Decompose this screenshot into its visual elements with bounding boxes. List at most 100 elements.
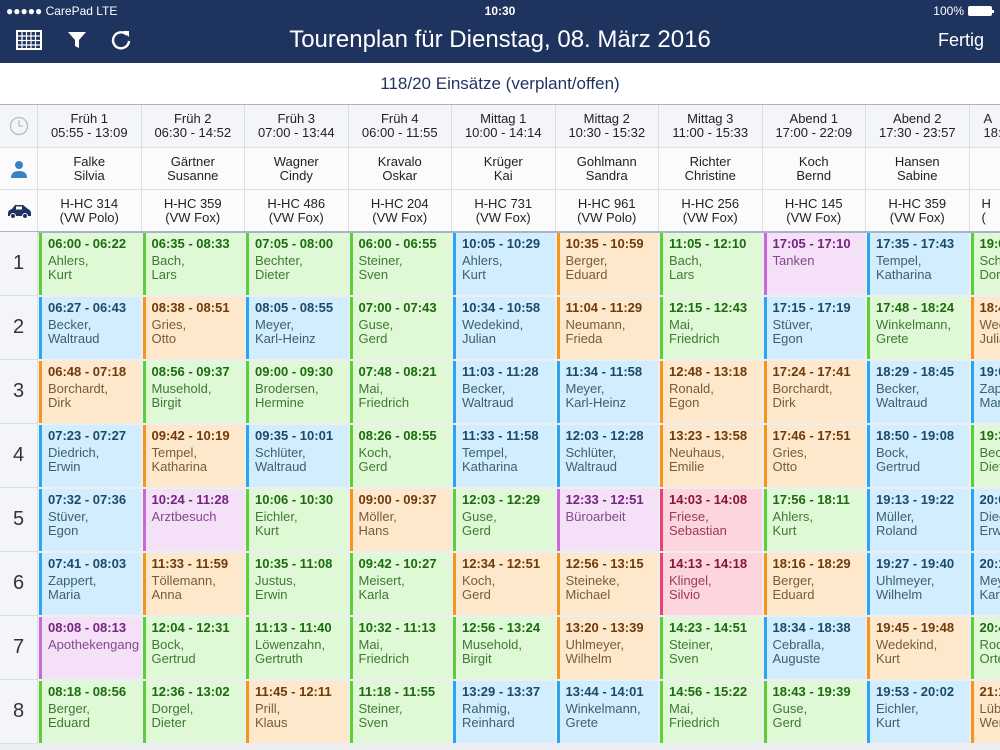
appointment-cell[interactable]: 08:26 - 08:55 Koch, Gerd [349, 425, 451, 487]
appointment-cell[interactable]: 12:36 - 13:02 Dorgel, Dieter [142, 681, 244, 743]
appointment-cell[interactable]: 17:56 - 18:11 Ahlers, Kurt [763, 489, 865, 551]
appointment-cell[interactable]: 06:48 - 07:18 Borchardt, Dirk [39, 361, 141, 423]
driver-cell[interactable]: Kravalo Oskar [348, 148, 452, 190]
appointment-cell[interactable]: 12:48 - 13:18 Ronald, Egon [660, 361, 762, 423]
appointment-cell[interactable]: 19:3 BeckDiete [970, 425, 1000, 487]
appointment-cell[interactable]: 11:18 - 11:55 Steiner, Sven [349, 681, 451, 743]
appointment-cell[interactable]: 12:15 - 12:43 Mai, Friedrich [660, 297, 762, 359]
appointment-cell[interactable]: 18:34 - 18:38 Cebralla, Auguste [763, 617, 865, 679]
vehicle-cell[interactable]: H-HC 486 (VW Fox) [245, 190, 349, 232]
appointment-cell[interactable]: 12:04 - 12:31 Bock, Gertrud [142, 617, 244, 679]
appointment-cell[interactable]: 13:44 - 14:01 Winkelmann, Grete [556, 681, 658, 743]
appointment-cell[interactable]: 10:35 - 10:59 Berger, Eduard [556, 233, 658, 295]
shift-header[interactable]: Früh 4 06:00 - 11:55 [348, 105, 452, 148]
appointment-cell[interactable]: 08:08 - 08:13 Apothekengang [39, 617, 141, 679]
appointment-cell[interactable]: 18:4 WecJulia [970, 297, 1000, 359]
appointment-cell[interactable]: 19:13 - 19:22 Müller, Roland [867, 489, 969, 551]
appointment-cell[interactable]: 12:34 - 12:51 Koch, Gerd [453, 553, 555, 615]
shift-header[interactable]: Früh 1 05:55 - 13:09 [38, 105, 142, 148]
calendar-grid-icon[interactable] [16, 28, 42, 52]
driver-cell[interactable]: Gohlmann Sandra [555, 148, 659, 190]
appointment-cell[interactable]: 06:27 - 06:43 Becker, Waltraud [39, 297, 141, 359]
shift-header[interactable]: Mittag 2 10:30 - 15:32 [555, 105, 659, 148]
appointment-cell[interactable]: 07:05 - 08:00 Bechter, Dieter [246, 233, 348, 295]
vehicle-cell[interactable]: H-HC 359 (VW Fox) [141, 190, 245, 232]
appointment-cell[interactable]: 13:20 - 13:39 Uhlmeyer, Wilhelm [556, 617, 658, 679]
appointment-cell[interactable]: 11:13 - 11:40 Löwenzahn, Gertruth [246, 617, 348, 679]
appointment-cell[interactable]: 14:13 - 14:18 Klingel, Silvio [660, 553, 762, 615]
appointment-cell[interactable]: 17:35 - 17:43 Tempel, Katharina [867, 233, 969, 295]
vehicle-cell[interactable]: H-HC 961 (VW Polo) [555, 190, 659, 232]
appointment-cell[interactable]: 19:45 - 19:48 Wedekind, Kurt [867, 617, 969, 679]
appointment-cell[interactable]: 07:00 - 07:43 Guse, Gerd [349, 297, 451, 359]
filter-icon[interactable] [64, 28, 90, 52]
vehicle-cell[interactable]: H-HC 204 (VW Fox) [348, 190, 452, 232]
appointment-cell[interactable]: 11:03 - 11:28 Becker, Waltraud [453, 361, 555, 423]
appointment-cell[interactable]: 10:32 - 11:13 Mai, Friedrich [349, 617, 451, 679]
appointment-cell[interactable]: 07:41 - 08:03 Zappert, Maria [39, 553, 141, 615]
appointment-cell[interactable]: 11:45 - 12:11 Prill, Klaus [246, 681, 348, 743]
appointment-cell[interactable]: 17:48 - 18:24 Winkelmann, Grete [867, 297, 969, 359]
appointment-cell[interactable]: 11:33 - 11:59 Töllemann, Anna [142, 553, 244, 615]
appointment-cell[interactable]: 17:24 - 17:41 Borchardt, Dirk [763, 361, 865, 423]
appointment-cell[interactable]: 06:35 - 08:33 Bach, Lars [142, 233, 244, 295]
appointment-cell[interactable]: 19:53 - 20:02 Eichler, Kurt [867, 681, 969, 743]
appointment-cell[interactable]: 17:15 - 17:19 Stüver, Egon [763, 297, 865, 359]
appointment-cell[interactable]: 08:18 - 08:56 Berger, Eduard [39, 681, 141, 743]
driver-cell[interactable]: Gärtner Susanne [141, 148, 245, 190]
driver-cell[interactable]: Hansen Sabine [866, 148, 970, 190]
appointment-cell[interactable]: 21:1 LüboWer [970, 681, 1000, 743]
appointment-cell[interactable]: 09:42 - 10:27 Meisert, Karla [349, 553, 451, 615]
appointment-cell[interactable]: 17:05 - 17:10 Tanken [763, 233, 865, 295]
appointment-cell[interactable]: 09:42 - 10:19 Tempel, Katharina [142, 425, 244, 487]
appointment-cell[interactable]: 07:23 - 07:27 Diedrich, Erwin [39, 425, 141, 487]
shift-header[interactable]: Mittag 1 10:00 - 14:14 [452, 105, 556, 148]
appointment-cell[interactable]: 12:56 - 13:15 Steineke, Michael [556, 553, 658, 615]
appointment-cell[interactable]: 09:00 - 09:30 Brodersen, Hermine [246, 361, 348, 423]
appointment-cell[interactable]: 10:34 - 10:58 Wedekind, Julian [453, 297, 555, 359]
appointment-cell[interactable]: 07:48 - 08:21 Mai, Friedrich [349, 361, 451, 423]
driver-cell[interactable] [969, 148, 1000, 190]
appointment-cell[interactable]: 20:1 MeyKarl- [970, 553, 1000, 615]
appointment-cell[interactable]: 19:27 - 19:40 Uhlmeyer, Wilhelm [867, 553, 969, 615]
appointment-cell[interactable]: 09:35 - 10:01 Schlüter, Waltraud [246, 425, 348, 487]
shift-header[interactable]: Abend 1 17:00 - 22:09 [762, 105, 866, 148]
appointment-cell[interactable]: 18:29 - 18:45 Becker, Waltraud [867, 361, 969, 423]
appointment-cell[interactable]: 10:35 - 11:08 Justus, Erwin [246, 553, 348, 615]
done-button[interactable]: Fertig [937, 30, 984, 50]
appointment-cell[interactable]: 18:16 - 18:29 Berger, Eduard [763, 553, 865, 615]
appointment-cell[interactable]: 13:29 - 13:37 Rahmig, Reinhard [453, 681, 555, 743]
driver-cell[interactable]: Koch Bernd [762, 148, 866, 190]
appointment-cell[interactable]: 10:05 - 10:29 Ahlers, Kurt [453, 233, 555, 295]
appointment-cell[interactable]: 12:33 - 12:51 Büroarbeit [556, 489, 658, 551]
appointment-cell[interactable]: 11:34 - 11:58 Meyer, Karl-Heinz [556, 361, 658, 423]
appointment-cell[interactable]: 08:38 - 08:51 Gries, Otto [142, 297, 244, 359]
vehicle-cell[interactable]: H-HC 256 (VW Fox) [659, 190, 763, 232]
appointment-cell[interactable]: 14:56 - 15:22 Mai, Friedrich [660, 681, 762, 743]
appointment-cell[interactable]: 06:00 - 06:55 Steiner, Sven [349, 233, 451, 295]
appointment-cell[interactable]: 20:4 RodOrte [970, 617, 1000, 679]
appointment-cell[interactable]: 11:05 - 12:10 Bach, Lars [660, 233, 762, 295]
appointment-cell[interactable]: 10:24 - 11:28 Arztbesuch [142, 489, 244, 551]
appointment-cell[interactable]: 10:06 - 10:30 Eichler, Kurt [246, 489, 348, 551]
appointment-cell[interactable]: 14:03 - 14:08 Friese, Sebastian [660, 489, 762, 551]
appointment-cell[interactable]: 13:23 - 13:58 Neuhaus, Emilie [660, 425, 762, 487]
refresh-icon[interactable] [108, 28, 134, 52]
appointment-cell[interactable]: 17:46 - 17:51 Gries, Otto [763, 425, 865, 487]
appointment-cell[interactable]: 20:0 DiecErwi [970, 489, 1000, 551]
vehicle-cell[interactable]: H( [969, 190, 1000, 232]
driver-cell[interactable]: Wagner Cindy [245, 148, 349, 190]
shift-header[interactable]: Mittag 3 11:00 - 15:33 [659, 105, 763, 148]
shift-header[interactable]: Früh 3 07:00 - 13:44 [245, 105, 349, 148]
appointment-cell[interactable]: 18:43 - 19:39 Guse, Gerd [763, 681, 865, 743]
appointment-cell[interactable]: 18:50 - 19:08 Bock, Gertrud [867, 425, 969, 487]
vehicle-cell[interactable]: H-HC 731 (VW Fox) [452, 190, 556, 232]
appointment-cell[interactable]: 11:04 - 11:29 Neumann, Frieda [556, 297, 658, 359]
vehicle-cell[interactable]: H-HC 145 (VW Fox) [762, 190, 866, 232]
shift-header[interactable]: Früh 2 06:30 - 14:52 [141, 105, 245, 148]
driver-cell[interactable]: Falke Silvia [38, 148, 142, 190]
appointment-cell[interactable]: 09:00 - 09:37 Möller, Hans [349, 489, 451, 551]
driver-cell[interactable]: Krüger Kai [452, 148, 556, 190]
shift-header[interactable]: Abend 2 17:30 - 23:57 [866, 105, 970, 148]
appointment-cell[interactable]: 12:03 - 12:28 Schlüter, Waltraud [556, 425, 658, 487]
